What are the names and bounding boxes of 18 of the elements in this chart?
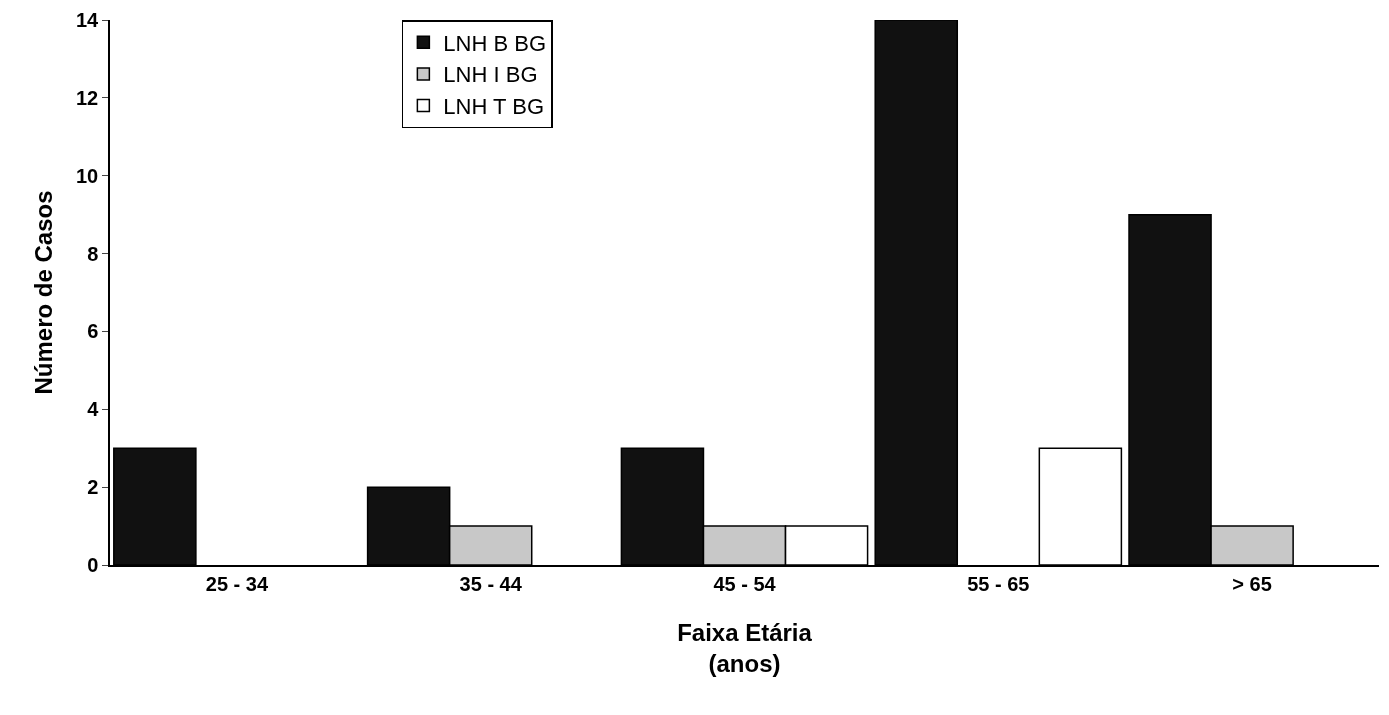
y-tick-label: 14 [76, 9, 100, 31]
x-axis-title: Faixa Etária (anos) [677, 618, 813, 677]
y-axis-title: Número de Casos [29, 190, 57, 395]
legend-label: LNH T BG [443, 94, 545, 120]
x-tick-label: 55 - 65 [967, 572, 1030, 595]
y-tick-label: 4 [87, 398, 100, 421]
legend-label: LNH I BG [443, 62, 538, 88]
y-tick-label: 2 [87, 476, 99, 499]
x-tick-label: > 65 [1232, 572, 1272, 595]
y-tick-label: 6 [87, 320, 99, 343]
x-tick-label: 35 - 44 [459, 572, 523, 595]
x-tick-label: 25 - 34 [205, 572, 269, 595]
y-tick-label: 0 [87, 554, 99, 576]
y-tick-label: 10 [76, 164, 99, 187]
y-tick-label: 12 [76, 86, 99, 109]
x-tick-label: 45 - 54 [713, 572, 777, 595]
y-tick-label: 8 [87, 242, 99, 265]
legend-label: LNH B BG [443, 30, 547, 56]
